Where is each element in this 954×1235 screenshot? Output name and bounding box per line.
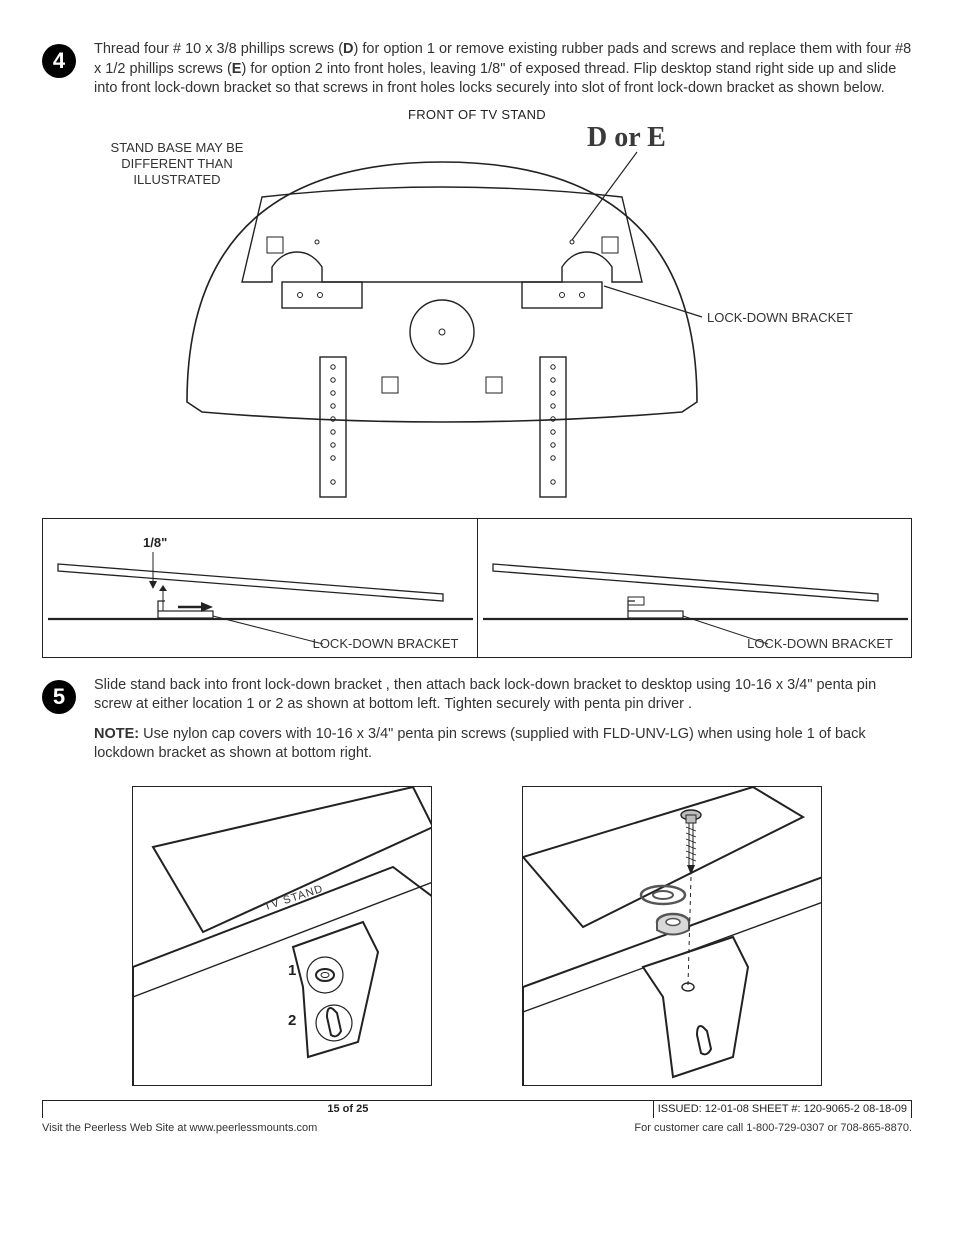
step-5: 5 Slide stand back into front lock-down … [42,676,912,764]
s4-pre: Thread four # 10 x 3/8 phillips screws ( [94,41,343,57]
one-eighth-label: 1/8" [143,535,167,550]
side-view-right: LOCK-DOWN BRACKET [477,519,912,657]
figure-side-views: 1/8" LOCK-DOWN BRACKET [42,518,912,658]
perspective-left: TV STAND 1 2 [132,786,432,1086]
s4-d: D [343,41,353,57]
figure-perspective-row: TV STAND 1 2 [42,786,912,1086]
step-4: 4 Thread four # 10 x 3/8 phillips screws… [42,40,912,99]
d-or-e-label: D or E [587,122,666,154]
step-number-5: 5 [42,680,76,714]
step-5-text: Slide stand back into front lock-down br… [94,676,912,715]
perspective-right [522,786,822,1086]
stand-base-note: STAND BASE MAY BEDIFFERENT THANILLUSTRAT… [87,140,267,189]
figure-top-view: D or E STAND BASE MAY BEDIFFERENT THANIL… [42,122,912,512]
lockdown-label-left: LOCK-DOWN BRACKET [313,636,459,651]
persp-left-svg [133,787,432,1086]
note-text: Use nylon cap covers with 10-16 x 3/4" p… [94,726,866,762]
lockdown-label-right: LOCK-DOWN BRACKET [747,636,893,651]
sub-footer: Visit the Peerless Web Site at www.peerl… [42,1122,912,1134]
front-of-tv-stand-label: FRONT OF TV STAND [42,107,912,122]
footer-meta: ISSUED: 12-01-08 SHEET #: 120-9065-2 08-… [653,1101,911,1118]
hole-1-label: 1 [288,962,296,979]
page-number: 15 of 25 [43,1103,653,1115]
footer-right: For customer care call 1-800-729-0307 or… [634,1122,912,1134]
persp-right-svg [523,787,822,1086]
side-view-left: 1/8" LOCK-DOWN BRACKET [43,519,477,657]
lockdown-bracket-label-top: LOCK-DOWN BRACKET [707,310,853,326]
note-label: NOTE: [94,726,139,742]
hole-2-label: 2 [288,1012,296,1029]
step-number-4: 4 [42,44,76,78]
step-5-note: NOTE: Use nylon cap covers with 10-16 x … [94,725,912,764]
step-5-body: Slide stand back into front lock-down br… [94,676,912,764]
footer-bar: 15 of 25 ISSUED: 12-01-08 SHEET #: 120-9… [42,1100,912,1118]
step-4-text: Thread four # 10 x 3/8 phillips screws (… [94,40,912,99]
footer-left: Visit the Peerless Web Site at www.peerl… [42,1122,317,1134]
